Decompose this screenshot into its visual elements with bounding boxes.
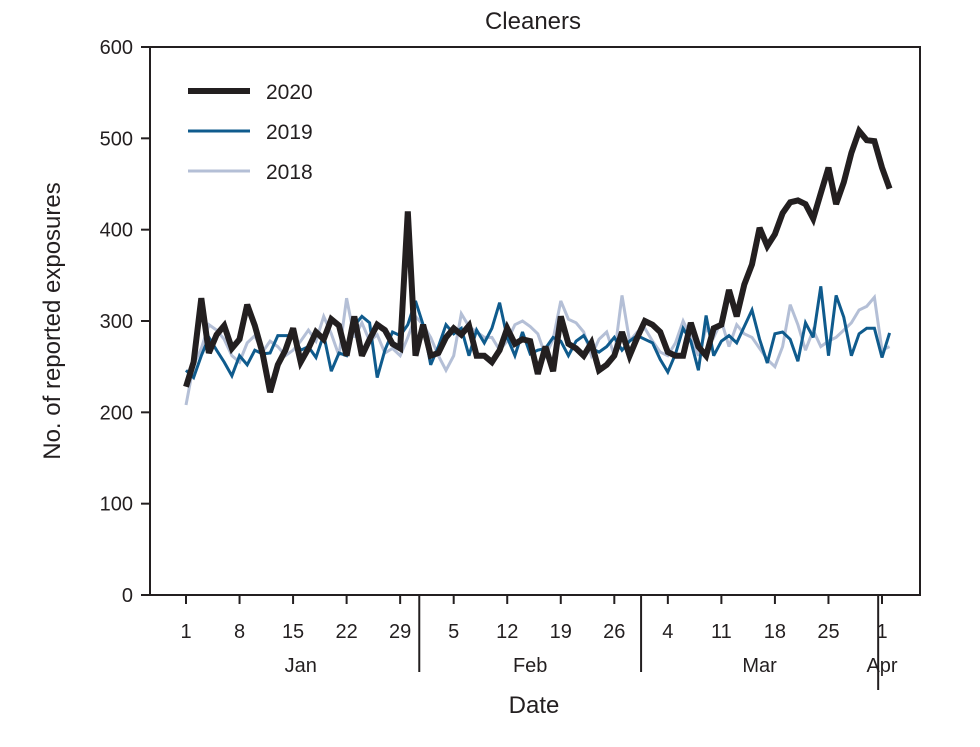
x-tick-label: 1 bbox=[876, 621, 887, 643]
x-tick-label: 29 bbox=[389, 621, 411, 643]
x-tick-label: 26 bbox=[603, 621, 625, 643]
x-tick-label: 19 bbox=[550, 621, 572, 643]
x-axis: 1 8 15 22 29 5 12 19 26 4 11 18 25 1 bbox=[180, 595, 888, 643]
x-tick-label: 5 bbox=[448, 621, 459, 643]
month-label: Mar bbox=[742, 655, 777, 677]
x-tick-label: 18 bbox=[764, 621, 786, 643]
x-tick-label: 15 bbox=[282, 621, 304, 643]
y-tick-label: 500 bbox=[100, 128, 133, 150]
plot-frame bbox=[149, 46, 921, 596]
series-line-2020 bbox=[183, 124, 893, 394]
x-axis-title: Date bbox=[509, 692, 560, 719]
y-tick-label: 400 bbox=[100, 220, 133, 242]
x-tick-label: 12 bbox=[496, 621, 518, 643]
x-tick-label: 8 bbox=[234, 621, 245, 643]
chart-title: Cleaners bbox=[485, 8, 581, 35]
month-axis: Jan Feb Mar Apr bbox=[285, 595, 898, 690]
legend-label-2019: 2019 bbox=[266, 121, 313, 144]
month-label: Jan bbox=[285, 655, 317, 677]
legend-label-2020: 2020 bbox=[266, 81, 313, 104]
y-axis-title: No. of reported exposures bbox=[39, 182, 66, 460]
series-line-2019 bbox=[184, 286, 892, 381]
x-tick-label: 22 bbox=[335, 621, 357, 643]
y-tick-label: 200 bbox=[100, 402, 133, 424]
y-axis: 0 100 200 300 400 500 600 bbox=[100, 37, 150, 607]
series-layer bbox=[183, 124, 893, 406]
y-tick-label: 600 bbox=[100, 37, 133, 59]
y-tick-label: 0 bbox=[122, 585, 133, 607]
x-tick-label: 1 bbox=[180, 621, 191, 643]
x-tick-label: 25 bbox=[817, 621, 839, 643]
y-tick-label: 100 bbox=[100, 494, 133, 516]
month-label: Feb bbox=[513, 655, 547, 677]
x-tick-label: 4 bbox=[662, 621, 673, 643]
legend-label-2018: 2018 bbox=[266, 161, 313, 184]
series-line-2018 bbox=[184, 293, 891, 406]
x-tick-label: 11 bbox=[711, 621, 732, 643]
month-label: Apr bbox=[866, 655, 897, 677]
legend: 2020 2019 2018 bbox=[188, 81, 313, 184]
y-tick-label: 300 bbox=[100, 311, 133, 333]
